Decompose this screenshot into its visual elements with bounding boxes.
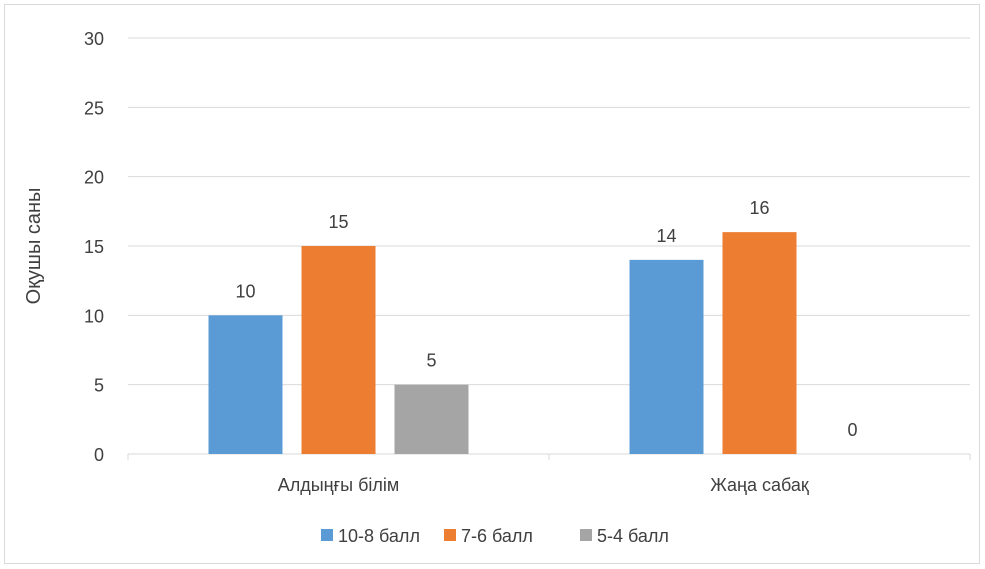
y-tick-label: 5 [94,376,104,396]
data-label: 10 [235,281,255,301]
x-tick-label: Жаңа сабақ [710,475,809,495]
bars [208,232,797,454]
y-axis-label: Оқушы саны [23,188,45,305]
data-label: 15 [328,212,348,232]
y-tick-label: 0 [94,445,104,465]
data-label: 14 [656,226,676,246]
bar [394,384,469,454]
legend-item: 7-6 балл [444,526,533,546]
legend-label: 5-4 балл [597,526,669,546]
x-tick-label: Алдыңғы білім [278,475,400,495]
data-label: 16 [749,198,769,218]
legend-swatch [444,529,456,541]
x-axis-ticks: Алдыңғы білім Жаңа сабақ [278,475,809,495]
y-tick-label: 15 [84,237,104,257]
y-tick-label: 25 [84,98,104,118]
bar [629,259,704,454]
y-tick-label: 30 [84,29,104,49]
chart-frame [4,4,980,564]
legend-swatch [321,529,333,541]
data-label: 0 [847,420,857,440]
legend-label: 7-6 балл [461,526,533,546]
data-label: 5 [426,351,436,371]
legend: 10-8 балл 7-6 балл 5-4 балл [321,526,669,546]
bar [208,315,283,454]
bar [301,246,376,454]
y-tick-label: 10 [84,306,104,326]
y-axis-ticks: 0 5 10 15 20 25 30 [84,29,104,465]
legend-swatch [580,529,592,541]
data-labels: 10 15 5 14 16 0 [235,198,857,440]
legend-item: 5-4 балл [580,526,669,546]
legend-label: 10-8 балл [338,526,420,546]
y-tick-label: 20 [84,168,104,188]
bar [722,232,797,454]
legend-item: 10-8 балл [321,526,420,546]
